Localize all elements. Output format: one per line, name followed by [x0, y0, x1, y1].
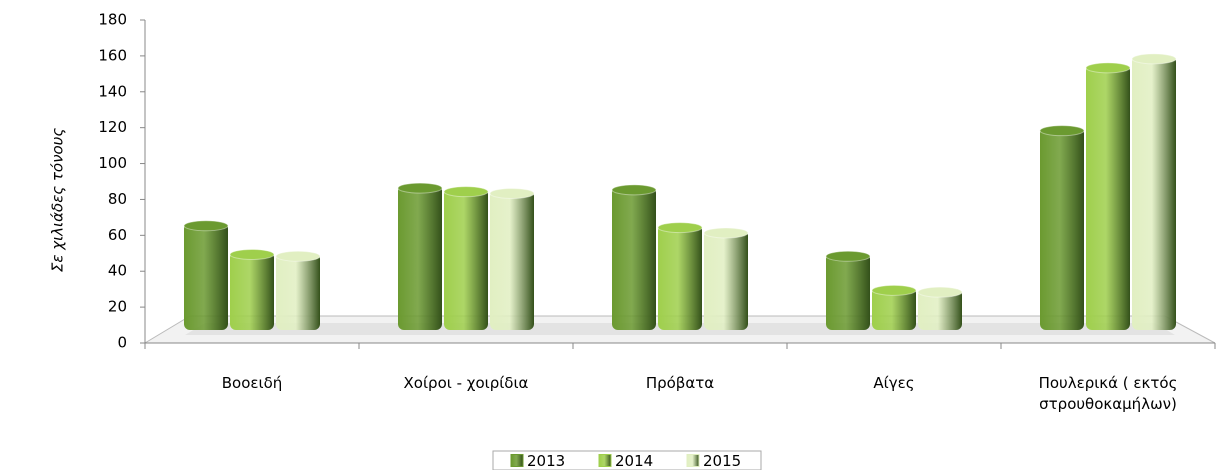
y-tick-label: 80 [108, 190, 127, 208]
bar [826, 253, 870, 330]
x-tick-label: Χοίροι - χοιρίδια [404, 374, 529, 392]
x-tick-label: Βοοειδή [222, 374, 283, 392]
bar-top [1131, 53, 1177, 65]
bar-top [443, 186, 489, 198]
bar-top [275, 250, 321, 262]
legend-swatch [598, 454, 612, 467]
y-tick-label: 100 [98, 154, 127, 172]
bar-top [703, 227, 749, 239]
y-tick-label: 40 [108, 262, 127, 280]
bar-top [229, 248, 275, 260]
bar-top [489, 187, 535, 199]
x-tick-label: Πουλερικά ( εκτός στρουθοκαμήλων) [1039, 374, 1178, 413]
legend-label: 2013 [527, 452, 565, 470]
bar [444, 188, 488, 330]
y-axis-label: Σε χιλιάδες τόνους [49, 128, 67, 272]
bar [490, 190, 534, 330]
bar-top [825, 250, 871, 262]
bar [658, 224, 702, 330]
y-tick-label: 140 [98, 82, 127, 100]
bar-top [611, 184, 657, 196]
y-tick-label: 60 [108, 226, 127, 244]
x-tick-label: Αίγες [873, 374, 914, 392]
y-tick-label: 0 [117, 334, 127, 352]
legend-swatch [510, 454, 524, 467]
bar-top [1039, 125, 1085, 137]
bar [230, 251, 274, 330]
bar-top [183, 220, 229, 232]
legend-label: 2015 [703, 452, 741, 470]
bar [612, 186, 656, 330]
bar-top [1085, 62, 1131, 74]
bar-top [397, 182, 443, 194]
x-tick-label: Πρόβατα [646, 374, 714, 392]
bar [398, 185, 442, 330]
bar [1132, 55, 1176, 331]
bar [276, 253, 320, 330]
bar [918, 289, 962, 330]
bar [1040, 127, 1084, 331]
legend-swatch [686, 454, 700, 467]
y-tick-label: 180 [98, 11, 127, 29]
y-tick-label: 160 [98, 46, 127, 64]
bar-top [657, 222, 703, 234]
bar-top [917, 286, 963, 298]
legend-label: 2014 [615, 452, 653, 470]
bar [872, 287, 916, 330]
bar-top [871, 284, 917, 296]
y-tick-label: 120 [98, 118, 127, 136]
bar [184, 222, 228, 330]
bar [1086, 64, 1130, 330]
y-tick-label: 20 [108, 298, 127, 316]
bar [704, 229, 748, 330]
